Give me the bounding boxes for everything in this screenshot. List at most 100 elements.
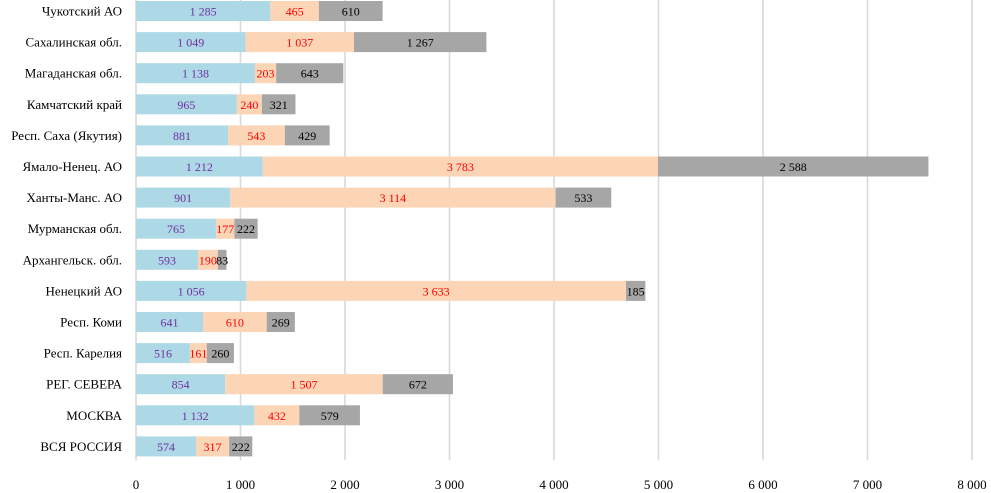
category-label: РЕГ. СЕВЕРА [46, 377, 123, 392]
bar-value-label: 185 [627, 284, 645, 298]
x-tick-label: 7 000 [853, 477, 882, 492]
x-tick-label: 3 000 [435, 477, 464, 492]
category-label: Ханты-Манс. АО [26, 190, 122, 205]
bar-value-label: 610 [342, 5, 360, 19]
bar-value-label: 222 [232, 440, 250, 454]
bar-value-label: 317 [204, 440, 222, 454]
bar-value-label: 672 [409, 378, 427, 392]
bars: 1 285 465 610 1 049 1 037 1 267 1 138 203 643 965… [136, 1, 929, 457]
bar-value-label: 177 [216, 222, 234, 236]
category-label: Магаданская обл. [25, 66, 122, 81]
category-label: ВСЯ РОССИЯ [40, 439, 122, 454]
bar-камчатский-край-s2 [236, 94, 262, 115]
bar-value-label: 1 507 [290, 378, 317, 392]
bar-ханты-манс-ао-s2 [230, 187, 556, 208]
bar-мурманская-обл-s3 [234, 218, 258, 239]
bar-респ-саха-якутия-s2 [228, 125, 285, 146]
bar-чукотский-ао-s1 [136, 1, 271, 21]
x-tick-label: 0 [133, 477, 140, 492]
bar-ненецкий-ао-s1 [136, 280, 247, 301]
bar-ханты-манс-ао-s1 [136, 187, 231, 208]
bar-чукотский-ао-s2 [270, 1, 319, 21]
bar-вся-россия-s3 [229, 436, 253, 457]
bar-ямало-ненец-ао-s2 [262, 156, 658, 177]
bar-value-label: 465 [286, 5, 304, 19]
bar-ненецкий-ао-s2 [246, 280, 627, 301]
bar-value-label: 161 [189, 347, 207, 361]
bar-москва-s3 [299, 405, 360, 426]
bar-value-label: 3 633 [423, 284, 450, 298]
bar-сахалинская-обл-s3 [353, 32, 487, 53]
category-label: Ямало-Ненец. АО [23, 159, 122, 174]
bar-value-label: 3 114 [380, 191, 407, 205]
category-label: Мурманская обл. [28, 221, 122, 236]
bar-value-label: 203 [257, 67, 275, 81]
bar-value-label: 516 [154, 347, 172, 361]
bar-value-label: 432 [268, 409, 286, 423]
bar-value-label: 610 [226, 316, 244, 330]
bar-вся-россия-s2 [195, 436, 230, 457]
bar-value-label: 1 037 [286, 36, 313, 50]
bar-value-label: 1 049 [177, 36, 204, 50]
bar-value-label: 1 132 [182, 409, 209, 423]
category-label: Ненецкий АО [46, 283, 122, 298]
x-tick-label: 2 000 [330, 477, 359, 492]
bar-value-label: 240 [240, 98, 258, 112]
category-label: Чукотский АО [42, 4, 122, 19]
bar-чукотский-ао-s3 [318, 1, 383, 21]
bar-респ-коми-s1 [136, 312, 203, 332]
bar-value-label: 579 [321, 409, 339, 423]
bar-ненецкий-ао-s3 [626, 280, 646, 301]
bar-value-label: 321 [270, 98, 288, 112]
bar-value-label: 593 [158, 253, 176, 267]
bar-value-label: 965 [177, 98, 195, 112]
bar-рег-севера-s3 [382, 374, 453, 395]
bar-value-label: 3 783 [447, 160, 474, 174]
bar-ямало-ненец-ао-s1 [136, 156, 263, 177]
bar-value-label: 2 588 [780, 160, 807, 174]
bar-value-label: 269 [272, 316, 290, 330]
category-label: МОСКВА [66, 408, 122, 423]
bar-value-label: 533 [574, 191, 592, 205]
x-axis-ticks: 0 1 000 2 000 3 000 4 000 5 000 6 000 7 000 8 00… [133, 477, 987, 492]
bar-москва-s2 [254, 405, 300, 426]
bar-ямало-ненец-ао-s3 [657, 156, 929, 177]
bar-value-label: 543 [247, 129, 265, 143]
bar-value-label: 574 [157, 440, 175, 454]
bar-магаданская-обл-s3 [276, 63, 344, 84]
x-tick-label: 5 000 [644, 477, 673, 492]
category-label: Архангельск. обл. [23, 252, 122, 267]
bar-камчатский-край-s1 [136, 94, 237, 115]
bar-рег-севера-s2 [225, 374, 383, 395]
bar-value-label: 765 [167, 222, 185, 236]
bar-магаданская-обл-s1 [136, 63, 255, 84]
bar-value-label: 190 [199, 253, 217, 267]
bar-респ-коми-s2 [202, 312, 267, 332]
category-label: Респ. Саха (Якутия) [11, 128, 122, 143]
category-label: Камчатский край [27, 97, 122, 112]
bar-value-label: 222 [237, 222, 255, 236]
bar-архангельск-обл-s1 [136, 249, 198, 270]
bar-респ-саха-якутия-s3 [284, 125, 330, 146]
bar-ханты-манс-ао-s3 [555, 187, 612, 208]
x-tick-label: 1 000 [226, 477, 255, 492]
bar-камчатский-край-s3 [261, 94, 296, 115]
bar-value-label: 83 [216, 253, 228, 267]
bar-респ-саха-якутия-s1 [136, 125, 229, 146]
bar-респ-карелия-s2 [189, 343, 207, 364]
bar-value-label: 1 138 [182, 67, 209, 81]
bar-value-label: 1 267 [407, 36, 434, 50]
bar-архангельск-обл-s3 [217, 249, 227, 270]
bar-value-label: 1 285 [190, 5, 217, 19]
category-labels: Чукотский АО Сахалинская обл. Магаданская … [11, 4, 122, 454]
category-label: Респ. Коми [60, 315, 122, 330]
bar-value-label: 1 212 [186, 160, 213, 174]
bar-value-label: 643 [301, 67, 319, 81]
category-label: Респ. Карелия [44, 346, 122, 361]
bar-value-label: 641 [160, 316, 178, 330]
bar-респ-коми-s3 [266, 312, 295, 332]
bar-сахалинская-обл-s1 [136, 32, 246, 53]
bar-магаданская-обл-s2 [254, 63, 277, 84]
x-tick-label: 8 000 [957, 477, 986, 492]
